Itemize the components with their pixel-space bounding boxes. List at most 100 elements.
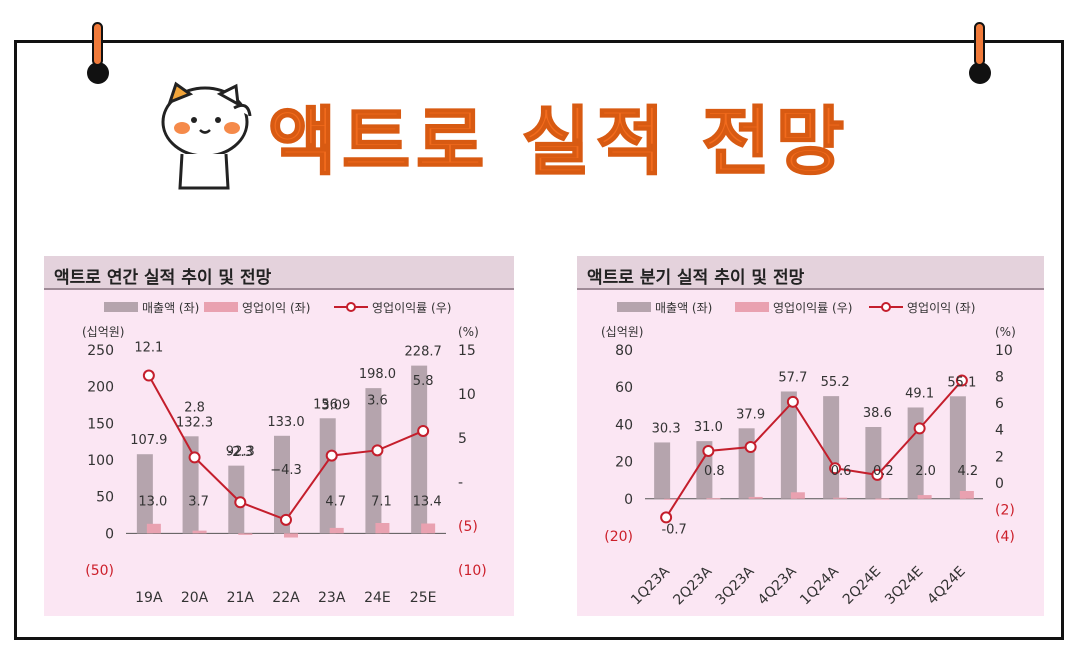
sales-value-label: 107.9 [130,433,167,448]
legend-label-bar2: 영업이익률 (우) [773,301,852,315]
x-tick-label: 1Q23A [628,563,673,608]
left-axis-unit: (십억원) [601,325,643,339]
quarterly-chart: 매출액 (좌) 영업이익률 (우) 영업이익 (좌)(십억원) (%)80604020… [601,301,1016,608]
x-tick-label: 21A [227,590,255,606]
right-axis-unit: (%) [995,325,1016,339]
secondary-bar [664,498,679,500]
line-value-label: -0.7 [661,522,686,537]
quarterly-chart-panel: 액트로 분기 실적 추이 및 전망 매출액 (좌) 영업이익률 (우) 영업이익 (… [577,256,1044,616]
right-tick-label: 0 [995,476,1004,492]
op-value-label: 7.1 [371,494,392,509]
sales-bar [274,435,290,534]
x-tick-label: 19A [135,590,163,606]
secondary-bar [790,492,805,499]
left-pin-ring [87,62,109,84]
right-tick-label: 5 [458,431,467,447]
sales-bar [823,396,840,499]
secondary-bar [706,498,721,500]
left-tick-label: 60 [615,380,633,396]
x-tick-label: 4Q23A [755,563,800,608]
margin-value-label: 3.6 [367,393,388,408]
left-tick-label: (50) [85,563,114,579]
annual-chart-title: 액트로 연간 실적 추이 및 전망 [44,256,514,290]
left-tick-label: 40 [615,417,633,433]
annual-chart-panel: 액트로 연간 실적 추이 및 전망 매출액 (좌) 영업이익 (좌) 영업이익률 (… [44,256,514,616]
right-tick-label: (4) [995,529,1015,545]
secondary-bar [917,495,932,499]
secondary-value-label: 4.2 [958,464,979,479]
legend-swatch-bar2 [735,302,769,312]
right-pin-clip [974,22,985,66]
sales-value-label: 57.7 [778,370,807,385]
secondary-value-label: 2.0 [915,464,936,479]
right-tick-label: 15 [458,343,476,359]
cat-saluting-icon [161,81,252,190]
sales-bar [654,442,671,499]
trend-point [955,374,968,387]
sales-bar [738,428,755,499]
trend-point [142,369,155,382]
legend-label-sales: 매출액 (좌) [142,301,199,315]
margin-value-label: 2.8 [184,400,205,415]
sales-value-label: 38.6 [863,406,892,421]
secondary-bar [959,490,974,499]
left-tick-label: 20 [615,455,633,471]
legend-label-sales: 매출액 (좌) [655,301,712,315]
left-tick-label: 100 [87,453,114,469]
trend-point [702,444,715,457]
trend-line [665,379,963,518]
trend-point [188,451,201,464]
margin-value-label: 3.0 [321,399,342,414]
secondary-bar [192,530,207,534]
sales-value-label: 132.3 [176,415,213,430]
page-title: 액트로 실적 전망 [267,98,851,186]
secondary-bar [375,522,390,534]
right-tick-label: 6 [995,396,1004,412]
op-value-label: 3.7 [188,494,209,509]
sales-value-label: 49.1 [905,386,934,401]
sales-value-label: 228.7 [405,345,442,360]
right-tick-label: 8 [995,370,1004,386]
secondary-bar [329,527,344,534]
x-tick-label: 22A [272,590,300,606]
trend-point [829,462,842,475]
annual-chart: 매출액 (좌) 영업이익 (좌) 영업이익률 (우) (십억원) (%) 250 200 15… [82,301,487,606]
trend-point [371,444,384,457]
secondary-bar [875,498,890,500]
secondary-bar [238,533,253,535]
sales-value-label: 92.3 [226,445,255,460]
op-value-label: 13.0 [138,494,167,509]
x-tick-label: 25E [410,590,437,606]
quarterly-chart-title: 액트로 분기 실적 추이 및 전망 [577,256,1044,290]
left-tick-label: 80 [615,343,633,359]
trend-point [871,468,884,481]
sales-bar [907,407,924,499]
legend-line-marker [346,302,356,312]
left-tick-label: 250 [87,343,114,359]
left-tick-label: 200 [87,380,114,396]
secondary-bar [146,523,161,534]
right-tick-label: (5) [458,519,478,535]
left-tick-label: 150 [87,416,114,432]
right-tick-label: (2) [995,502,1015,518]
secondary-bar [748,496,763,499]
legend-swatch-bar2 [204,302,238,312]
right-axis-unit: (%) [458,325,479,339]
margin-value-label: −4.3 [270,463,302,478]
legend-label-line: 영업이익률 (우) [372,301,451,315]
trend-point [325,449,338,462]
secondary-value-label: 0.8 [704,464,725,479]
sales-bar [411,365,428,534]
x-tick-label: 3Q24E [882,564,926,608]
trend-point [280,513,292,526]
legend-swatch-sales [104,302,138,312]
legend-swatch-sales [617,302,651,312]
legend-line-marker [881,302,891,312]
sales-value-label: 31.0 [694,420,723,435]
sales-bar [949,396,966,499]
margin-value-label: -2.3 [228,445,253,460]
secondary-bar [833,497,848,499]
x-tick-label: 24E [364,590,391,606]
x-tick-label: 23A [318,590,346,606]
left-tick-label: 0 [624,492,633,508]
